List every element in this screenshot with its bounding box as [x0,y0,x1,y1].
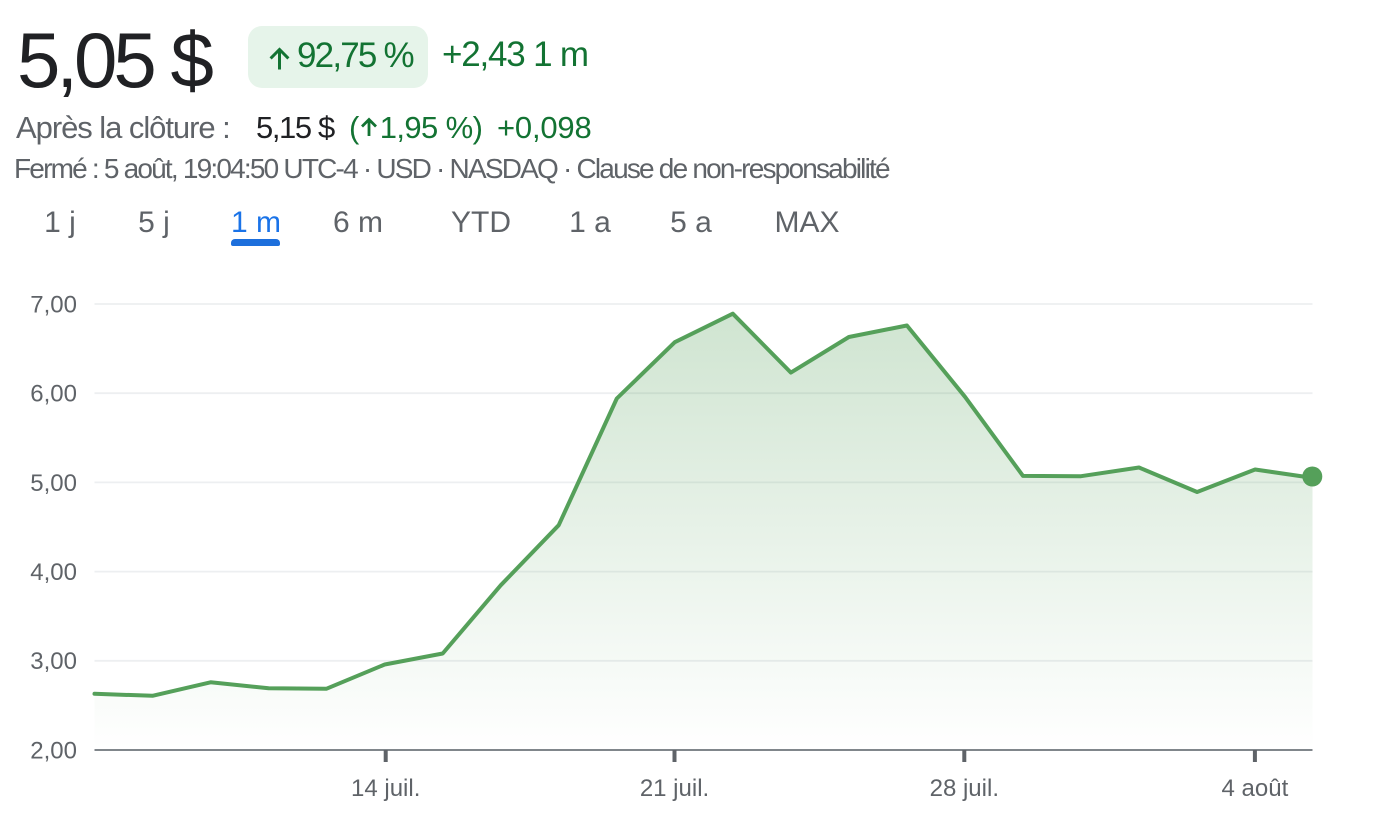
svg-text:4,00: 4,00 [30,559,77,586]
svg-text:14 juil.: 14 juil. [351,775,420,802]
svg-text:5,00: 5,00 [30,470,77,497]
svg-text:3,00: 3,00 [30,648,77,675]
svg-text:4 août: 4 août [1222,775,1289,802]
svg-text:2,00: 2,00 [30,737,77,764]
svg-text:28 juil.: 28 juil. [930,775,999,802]
svg-text:6,00: 6,00 [30,381,77,408]
svg-text:7,00: 7,00 [30,291,77,318]
svg-text:21 juil.: 21 juil. [640,775,709,802]
